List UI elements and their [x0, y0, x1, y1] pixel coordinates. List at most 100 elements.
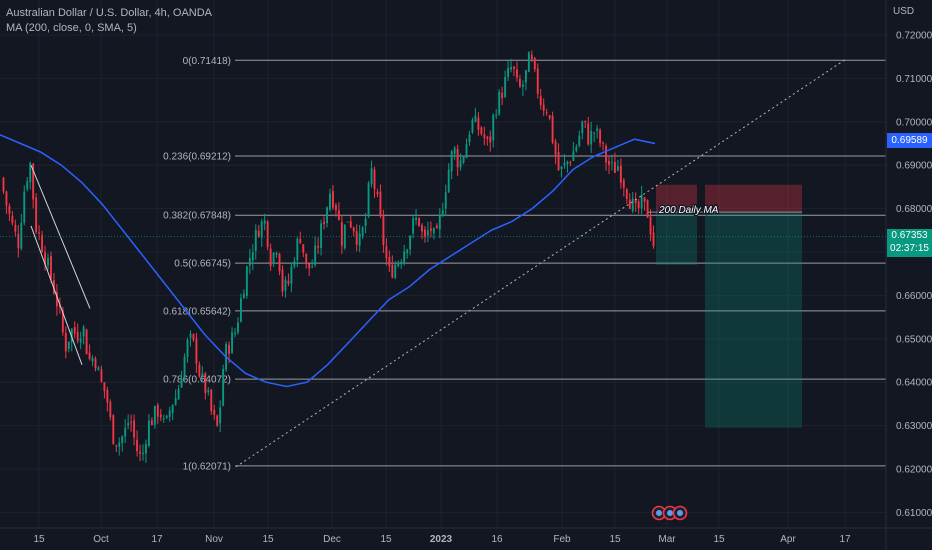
candle-body: [263, 220, 266, 224]
candle-body: [67, 341, 70, 349]
time-tick-label: Nov: [205, 534, 223, 545]
candle-body: [186, 339, 189, 357]
fib-level-label: 0(0.71418): [183, 56, 231, 67]
candle-body: [195, 338, 198, 364]
drawing-tools[interactable]: 200 Daily MA: [0, 59, 886, 468]
candle-body: [189, 333, 192, 338]
candle-body: [26, 181, 29, 190]
candle-body: [340, 222, 343, 246]
candle-body: [616, 166, 619, 171]
candle-body: [177, 388, 180, 400]
position-stop-zone: [705, 184, 802, 213]
candle-body: [293, 261, 296, 267]
candle-body: [2, 177, 5, 192]
candle-body: [450, 151, 453, 172]
candle-body: [52, 280, 55, 294]
candle-body: [156, 405, 159, 417]
candle-body: [130, 421, 133, 424]
time-tick-label: 15: [380, 534, 392, 545]
candle-body: [73, 326, 76, 334]
candle-body: [115, 445, 118, 447]
candle-body: [352, 227, 355, 232]
candle-body: [364, 218, 367, 226]
short-position-tool[interactable]: [656, 184, 802, 428]
candle-body: [394, 264, 397, 278]
candle-body: [147, 420, 150, 446]
candle-body: [575, 146, 578, 152]
candle-body: [58, 304, 61, 308]
candle-body: [207, 390, 210, 393]
candle-body: [593, 132, 596, 134]
candle-body: [587, 123, 590, 145]
candle-body: [507, 67, 510, 78]
candle-body: [459, 160, 462, 168]
candle-body: [329, 193, 331, 210]
candle-body: [504, 77, 507, 97]
candle-body: [631, 198, 634, 212]
time-tick-label: Oct: [93, 534, 109, 545]
candle-body: [521, 84, 524, 87]
candle-body: [32, 163, 35, 200]
candle-body: [251, 252, 254, 261]
candle-body: [118, 442, 121, 447]
candle-body: [284, 279, 287, 291]
candle-body: [70, 328, 73, 342]
fib-level-label: 0.5(0.66745): [174, 259, 231, 270]
candlestick-series: [2, 50, 655, 463]
candle-body: [55, 292, 58, 307]
price-tick-label: 0.65000: [896, 334, 932, 345]
candle-body: [121, 436, 124, 443]
candle-body: [94, 358, 97, 369]
candle-body: [153, 405, 156, 426]
price-tick-label: 0.72000: [896, 31, 932, 42]
event-flag-dot: [656, 510, 662, 516]
candle-body: [210, 389, 213, 412]
candle-body: [453, 147, 456, 154]
candle-body: [346, 221, 349, 223]
candle-body: [299, 238, 302, 244]
candle-body: [518, 78, 521, 87]
candle-body: [272, 252, 275, 264]
price-axis[interactable]: 0.720000.710000.700000.690000.680000.670…: [885, 0, 932, 550]
candle-body: [305, 253, 308, 264]
time-tick-label: 16: [491, 534, 503, 545]
candle-body: [239, 298, 242, 322]
symbol-title[interactable]: Australian Dollar / U.S. Dollar, 4h, OAN…: [6, 7, 213, 19]
candle-body: [5, 191, 8, 206]
position-target-zone-small: [656, 212, 697, 266]
candle-body: [219, 407, 222, 424]
candle-body: [646, 200, 649, 218]
candle-body: [139, 451, 141, 454]
price-tick-label: 0.62000: [896, 465, 932, 476]
candle-body: [168, 410, 171, 417]
candle-body: [237, 322, 239, 333]
candle-body: [332, 191, 334, 208]
candle-body: [11, 215, 14, 224]
candle-body: [35, 197, 38, 233]
candle-body: [483, 134, 486, 138]
candle-body: [97, 367, 100, 371]
candle-body: [269, 248, 272, 266]
position-stop-zone-small: [656, 184, 697, 213]
candle-body: [85, 329, 88, 355]
candle-body: [495, 114, 498, 116]
candle-body: [643, 197, 646, 202]
candle-body: [382, 215, 385, 246]
channel-lower-line: [30, 225, 83, 366]
candle-body: [213, 409, 216, 415]
economic-events[interactable]: [651, 505, 688, 521]
fib-level-label: 0.618(0.65642): [163, 306, 231, 317]
candle-body: [290, 266, 293, 284]
time-axis[interactable]: 15 Oct 17 Nov 15 Dec 15 2023 16 Feb 15 Mar 15 Apr 17: [0, 527, 932, 545]
candle-body: [308, 263, 311, 269]
candle-body: [278, 253, 281, 272]
fibonacci-retracement[interactable]: 0(0.71418) 0.236(0.69212) 0.382(0.67848) 0.…: [163, 56, 886, 473]
time-tick-label: 15: [609, 534, 621, 545]
candle-body: [424, 229, 426, 237]
candle-body: [314, 245, 317, 265]
price-tick-label: 0.63000: [896, 421, 932, 432]
candle-body: [257, 230, 260, 238]
indicator-title[interactable]: MA (200, close, 0, SMA, 5): [6, 22, 137, 34]
chart-grid: [0, 0, 886, 528]
